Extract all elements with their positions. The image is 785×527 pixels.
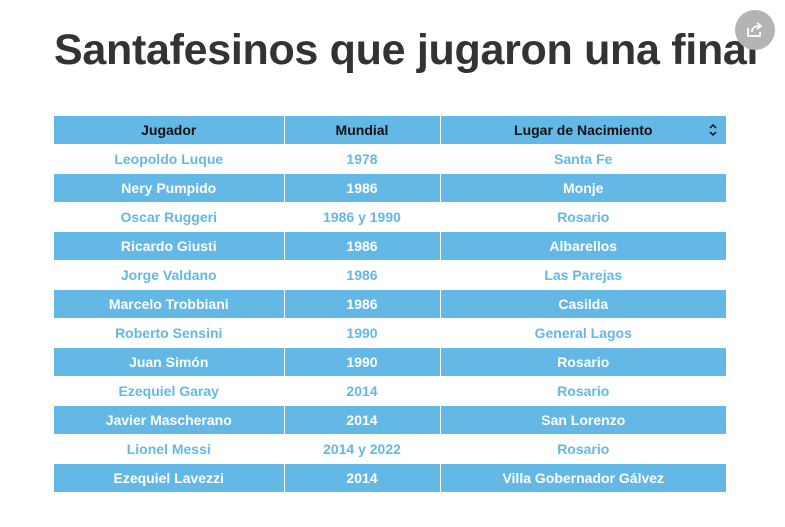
players-table: Jugador Mundial Lugar de Nacimiento Leop… <box>54 116 726 492</box>
cell-lugar: Rosario <box>440 347 726 377</box>
table-row: Roberto Sensini 1990 General Lagos <box>54 318 726 348</box>
cell-jugador: Ricardo Giusti <box>54 231 285 261</box>
cell-lugar: Santa Fe <box>440 144 726 174</box>
cell-lugar: Las Parejas <box>440 260 726 290</box>
header-jugador[interactable]: Jugador <box>54 116 285 145</box>
header-mundial[interactable]: Mundial <box>284 116 441 145</box>
table-header-row: Jugador Mundial Lugar de Nacimiento <box>54 116 726 145</box>
table-body: Leopoldo Luque 1978 Santa Fe Nery Pumpid… <box>54 144 726 492</box>
table-row: Javier Mascherano 2014 San Lorenzo <box>54 405 726 435</box>
cell-mundial: 1986 <box>284 231 441 261</box>
cell-mundial: 2014 <box>284 405 441 435</box>
cell-mundial: 1986 <box>284 289 441 319</box>
share-icon <box>747 22 762 37</box>
cell-lugar: General Lagos <box>440 318 726 348</box>
cell-jugador: Lionel Messi <box>54 434 285 464</box>
table-row: Ricardo Giusti 1986 Albarellos <box>54 231 726 261</box>
cell-lugar: Albarellos <box>440 231 726 261</box>
cell-jugador: Jorge Valdano <box>54 260 285 290</box>
table-row: Ezequiel Lavezzi 2014 Villa Gobernador G… <box>54 463 726 492</box>
page-title: Santafesinos que jugaron una final <box>54 26 759 74</box>
cell-lugar: Rosario <box>440 376 726 406</box>
cell-lugar: Rosario <box>440 202 726 232</box>
cell-jugador: Nery Pumpido <box>54 173 285 203</box>
cell-mundial: 1986 <box>284 173 441 203</box>
cell-jugador: Ezequiel Garay <box>54 376 285 406</box>
cell-lugar: Monje <box>440 173 726 203</box>
header-lugar-label: Lugar de Nacimiento <box>514 122 653 138</box>
cell-lugar: Villa Gobernador Gálvez <box>440 463 726 492</box>
cell-jugador: Oscar Ruggeri <box>54 202 285 232</box>
header-lugar-de-nacimiento[interactable]: Lugar de Nacimiento <box>440 116 726 145</box>
cell-mundial: 2014 <box>284 376 441 406</box>
table-row: Nery Pumpido 1986 Monje <box>54 173 726 203</box>
cell-lugar: Casilda <box>440 289 726 319</box>
cell-mundial: 1978 <box>284 144 441 174</box>
cell-jugador: Marcelo Trobbiani <box>54 289 285 319</box>
table-row: Lionel Messi 2014 y 2022 Rosario <box>54 434 726 464</box>
cell-mundial: 1990 <box>284 347 441 377</box>
cell-jugador: Ezequiel Lavezzi <box>54 463 285 492</box>
cell-jugador: Leopoldo Luque <box>54 144 285 174</box>
table-row: Marcelo Trobbiani 1986 Casilda <box>54 289 726 319</box>
share-button[interactable] <box>735 10 775 50</box>
cell-lugar: Rosario <box>440 434 726 464</box>
table-row: Ezequiel Garay 2014 Rosario <box>54 376 726 406</box>
cell-mundial: 1990 <box>284 318 441 348</box>
cell-jugador: Roberto Sensini <box>54 318 285 348</box>
table-row: Leopoldo Luque 1978 Santa Fe <box>54 144 726 174</box>
table-row: Juan Simón 1990 Rosario <box>54 347 726 377</box>
cell-mundial: 1986 <box>284 260 441 290</box>
cell-mundial: 2014 <box>284 463 441 492</box>
cell-mundial: 1986 y 1990 <box>284 202 441 232</box>
table-row: Jorge Valdano 1986 Las Parejas <box>54 260 726 290</box>
cell-jugador: Javier Mascherano <box>54 405 285 435</box>
cell-lugar: San Lorenzo <box>440 405 726 435</box>
table-row: Oscar Ruggeri 1986 y 1990 Rosario <box>54 202 726 232</box>
cell-jugador: Juan Simón <box>54 347 285 377</box>
cell-mundial: 2014 y 2022 <box>284 434 441 464</box>
sort-icon[interactable] <box>708 123 718 137</box>
